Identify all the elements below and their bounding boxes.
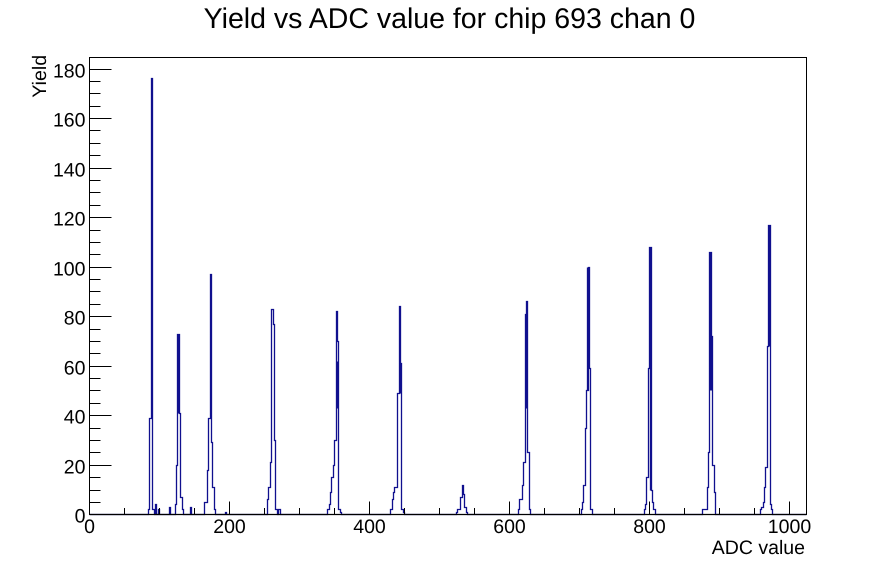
svg-text:Yield vs ADC value for chip 69: Yield vs ADC value for chip 693 chan 0	[204, 3, 696, 35]
svg-text:60: 60	[64, 357, 86, 379]
svg-text:400: 400	[353, 516, 386, 538]
svg-text:100: 100	[53, 258, 86, 280]
svg-text:200: 200	[213, 516, 246, 538]
svg-text:0: 0	[75, 505, 86, 527]
svg-text:20: 20	[64, 456, 86, 478]
svg-text:0: 0	[84, 516, 95, 538]
svg-text:Yield: Yield	[29, 55, 51, 98]
svg-text:140: 140	[53, 159, 86, 181]
svg-text:180: 180	[53, 60, 86, 82]
svg-text:160: 160	[53, 109, 86, 131]
svg-text:1000: 1000	[768, 516, 812, 538]
svg-text:600: 600	[493, 516, 526, 538]
svg-text:ADC value: ADC value	[712, 537, 805, 559]
svg-text:120: 120	[53, 208, 86, 230]
svg-text:40: 40	[64, 406, 86, 428]
svg-text:800: 800	[633, 516, 666, 538]
svg-text:80: 80	[64, 307, 86, 329]
